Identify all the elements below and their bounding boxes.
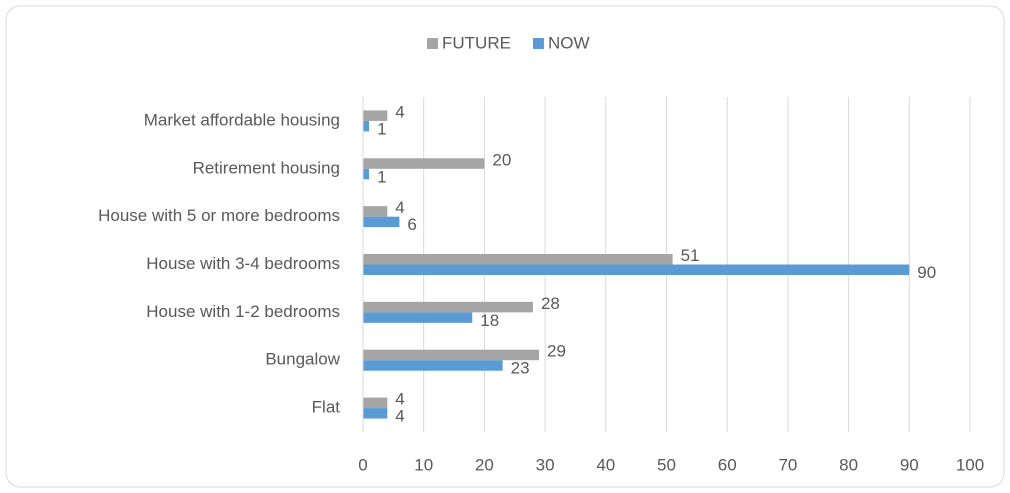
data-label: 6 [407, 215, 416, 234]
data-label: 20 [492, 150, 511, 169]
y-tick-label: House with 5 or more bedrooms [98, 206, 340, 225]
bar [363, 216, 400, 228]
data-label: 4 [395, 102, 404, 121]
x-tick-label: 50 [657, 455, 676, 474]
y-tick-label: House with 1-2 bedrooms [146, 302, 340, 321]
x-tick-label: 90 [900, 455, 919, 474]
y-tick-label: Flat [312, 398, 341, 417]
chart-border [5, 5, 1005, 488]
bar [363, 264, 910, 275]
x-tick-label: 100 [956, 455, 984, 474]
y-tick-label: House with 3-4 bedrooms [146, 254, 340, 273]
x-tick-label: 0 [358, 455, 367, 474]
x-tick-label: 80 [839, 455, 858, 474]
data-label: 28 [541, 294, 560, 313]
bar [363, 408, 388, 419]
data-label: 4 [395, 390, 404, 409]
bar [363, 397, 388, 409]
bar [363, 254, 673, 265]
x-tick-label: 10 [414, 455, 433, 474]
legend-swatch [427, 38, 438, 49]
data-label: 18 [480, 311, 499, 330]
bar [363, 312, 473, 323]
data-label: 1 [377, 119, 386, 138]
data-label: 4 [395, 407, 404, 426]
legend-label: FUTURE [442, 33, 511, 52]
bar [363, 349, 540, 361]
y-tick-label: Retirement housing [193, 158, 340, 177]
bar [363, 206, 388, 217]
legend-label: NOW [548, 33, 590, 52]
bar [363, 360, 503, 371]
x-tick-label: 20 [475, 455, 494, 474]
bar [363, 301, 533, 313]
data-label: 51 [681, 246, 700, 265]
data-label: 90 [917, 263, 936, 282]
bar [363, 158, 485, 169]
y-tick-label: Market affordable housing [144, 110, 340, 129]
x-tick-label: 60 [718, 455, 737, 474]
bar [363, 168, 370, 180]
data-label: 29 [547, 342, 566, 361]
data-label: 1 [377, 167, 386, 186]
bar [363, 120, 370, 132]
x-tick-label: 30 [536, 455, 555, 474]
legend-swatch [532, 38, 544, 49]
data-label: 4 [395, 198, 404, 217]
data-label: 23 [511, 359, 530, 378]
y-tick-label: Bungalow [265, 350, 340, 369]
bar [363, 110, 388, 121]
x-tick-label: 70 [778, 455, 797, 474]
x-tick-label: 40 [596, 455, 615, 474]
